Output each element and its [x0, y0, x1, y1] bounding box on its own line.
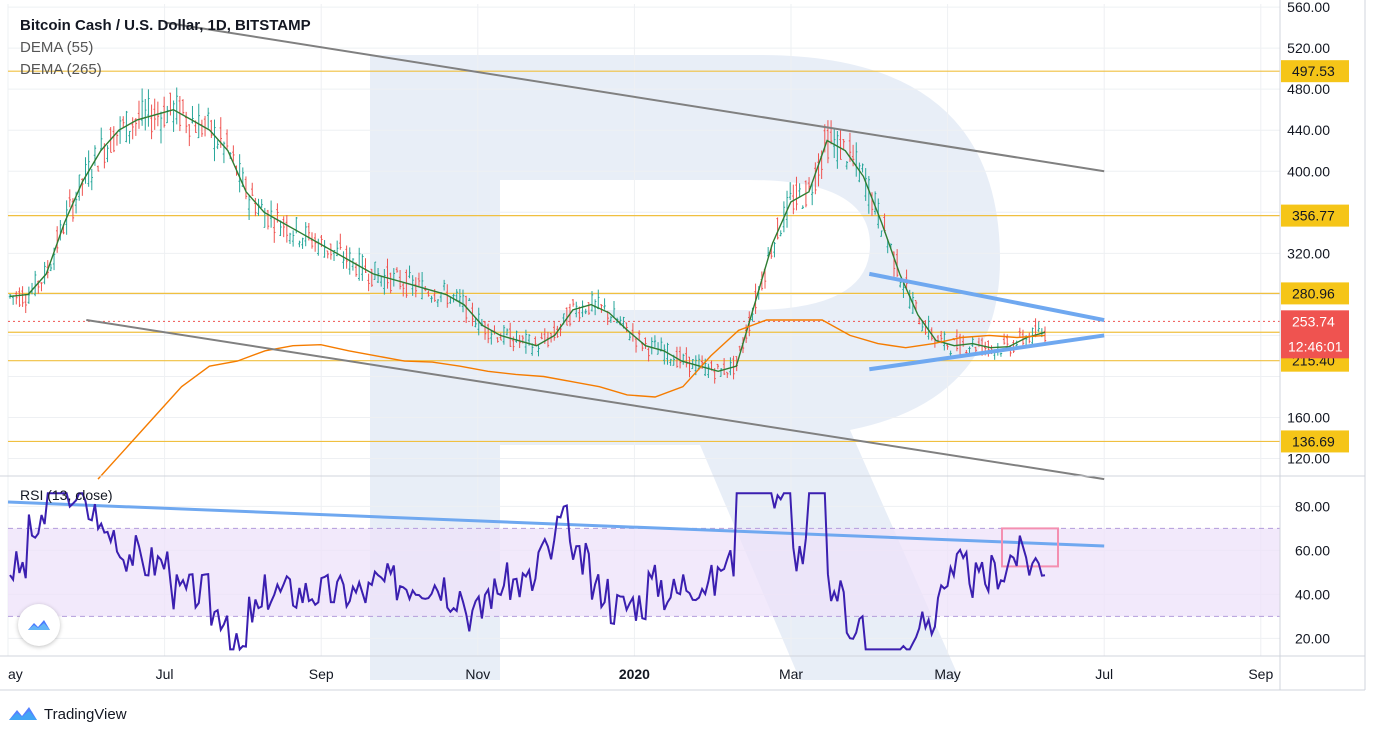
price-tick-label: 480.00 [1287, 81, 1330, 97]
price-level-tag [1281, 60, 1349, 83]
chart-title: Bitcoin Cash / U.S. Dollar, 1D, BITSTAMP [20, 17, 311, 34]
price-tick-label: 520.00 [1287, 40, 1330, 56]
watermark-r-icon [370, 55, 1000, 680]
time-tick-label: ay [8, 666, 23, 682]
price-tick-label: 320.00 [1287, 245, 1330, 261]
time-axis: ay Jul Sep Nov 2020 Mar May Jul Sep [8, 666, 1273, 682]
price-tick-label: 440.00 [1287, 122, 1330, 138]
time-tick-label: Mar [779, 666, 803, 682]
rsi-highlight-box [1001, 527, 1059, 568]
trendline-triangle-top [868, 271, 1105, 322]
time-tick-label: Jul [156, 666, 174, 682]
price-tick-label: 560.00 [1287, 0, 1330, 15]
rsi-tick-label: 40.00 [1295, 586, 1330, 602]
bar-countdown: 12:46:01 [1288, 338, 1343, 354]
time-tick-label: Jul [1095, 666, 1113, 682]
time-tick-label: 2020 [619, 666, 650, 682]
price-tick-label: 160.00 [1287, 410, 1330, 426]
price-level-tag [1281, 282, 1349, 305]
indicator-dema-265[interactable]: DEMA (265) [20, 61, 102, 78]
price-level-value: 136.69 [1292, 433, 1335, 449]
watermark-logo [370, 55, 1000, 680]
trendline-lower-channel [86, 319, 1105, 481]
price-level-value: 280.96 [1292, 285, 1335, 301]
time-tick-label: Sep [309, 666, 334, 682]
tradingview-badge[interactable] [18, 604, 60, 646]
time-tick-label: Nov [465, 666, 490, 682]
price-level-tag [1281, 204, 1349, 227]
tradingview-brand[interactable]: TradingView [8, 705, 127, 723]
dema-55-line [9, 108, 1046, 373]
rsi-tick-label: 20.00 [1295, 630, 1330, 646]
time-tick-label: Sep [1248, 666, 1273, 682]
rsi-tick-label: 60.00 [1295, 542, 1330, 558]
rsi-axis: 80.00 60.00 40.00 20.00 [1295, 498, 1330, 646]
price-level-value: 356.77 [1292, 208, 1335, 224]
dema-lines [9, 108, 1046, 480]
trendline-upper-channel [164, 21, 1105, 173]
last-price-tag [1281, 310, 1349, 359]
tradingview-name: TradingView [44, 705, 127, 723]
trendline-triangle-bottom [869, 333, 1105, 372]
price-level-tag [1281, 430, 1349, 453]
price-level-labels: 497.53356.77280.96243.13215.40136.69253.… [1281, 60, 1349, 453]
rsi-legend[interactable]: RSI (13, close) [20, 487, 113, 503]
rsi-tick-label: 80.00 [1295, 498, 1330, 514]
price-tick-label: 120.00 [1287, 451, 1330, 467]
time-tick-label: May [934, 666, 960, 682]
rsi-line [9, 492, 1046, 652]
price-levels [8, 70, 1280, 443]
cloud-icon [28, 620, 50, 630]
last-price-value: 253.74 [1292, 313, 1335, 329]
tradingview-logo-icon [9, 707, 37, 720]
chart-legend: Bitcoin Cash / U.S. Dollar, 1D, BITSTAMP… [20, 15, 311, 81]
axes-frame [0, 0, 1366, 691]
indicator-dema-55[interactable]: DEMA (55) [20, 39, 94, 56]
rsi-series [9, 492, 1046, 652]
dema-265-line [97, 319, 1046, 480]
price-tick-label: 400.00 [1287, 163, 1330, 179]
price-level-value: 497.53 [1292, 63, 1335, 79]
